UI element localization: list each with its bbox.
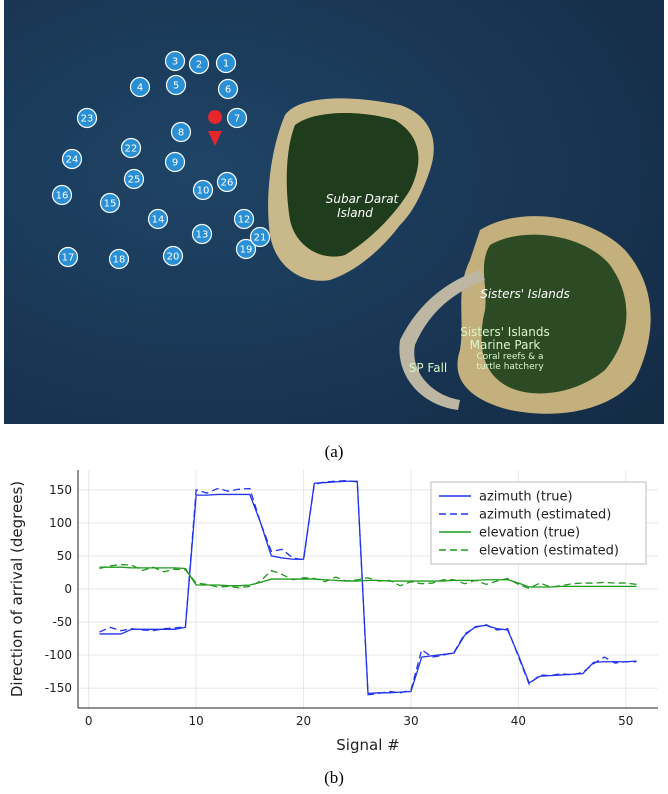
- caption: (b): [324, 768, 344, 787]
- marker-label: 23: [81, 114, 94, 125]
- map-label: Sisters' Islands: [460, 325, 550, 339]
- marker-label: 13: [196, 230, 209, 241]
- legend-label: azimuth (estimated): [479, 508, 611, 523]
- marker-label: 9: [172, 158, 178, 169]
- marker-label: 21: [254, 233, 267, 244]
- y-tick-label: -150: [45, 681, 72, 695]
- marker-label: 5: [173, 81, 179, 92]
- y-tick-label: -100: [45, 648, 72, 662]
- map-label: Subar Darat: [326, 192, 400, 206]
- legend-label: elevation (true): [479, 526, 580, 541]
- legend-label: azimuth (true): [479, 490, 573, 505]
- y-tick-label: -50: [52, 615, 72, 629]
- marker-label: 3: [172, 57, 178, 68]
- x-tick-label: 10: [189, 714, 204, 728]
- marker-label: 20: [167, 252, 180, 263]
- marker-label: 22: [125, 144, 138, 155]
- legend-label: elevation (estimated): [479, 544, 619, 559]
- x-tick-label: 0: [85, 714, 93, 728]
- marker-label: 18: [113, 255, 126, 266]
- marker-label: 1: [223, 59, 229, 70]
- series-line: [99, 567, 636, 587]
- figure: 1234567891012131415161718192021222324252…: [0, 0, 668, 794]
- marker-label: 10: [197, 186, 210, 197]
- marker-label: 6: [225, 85, 231, 96]
- marker-label: 12: [238, 215, 251, 226]
- map-label: Marine Park: [470, 338, 541, 352]
- map-label: Coral reefs & a: [476, 352, 543, 362]
- y-axis-label: Direction of arrival (degrees): [8, 481, 26, 697]
- y-tick-label: 100: [49, 516, 72, 530]
- marker-label: 7: [234, 114, 240, 125]
- marker-label: 26: [221, 178, 234, 189]
- x-tick-label: 50: [618, 714, 633, 728]
- map-label: SP Fall: [409, 361, 448, 375]
- marker-label: 19: [240, 245, 253, 256]
- y-tick-label: 150: [49, 483, 72, 497]
- x-axis-label: Signal #: [336, 736, 399, 754]
- marker-label: 2: [196, 60, 202, 71]
- marker-label: 14: [152, 215, 165, 226]
- map-label: turtle hatchery: [476, 362, 544, 372]
- marker-label: 15: [104, 199, 117, 210]
- y-tick-label: 50: [57, 549, 72, 563]
- marker-label: 4: [137, 83, 143, 94]
- map-label: Island: [337, 206, 373, 220]
- marker-label: 25: [128, 175, 141, 186]
- x-tick-label: 20: [296, 714, 311, 728]
- marker-label: 17: [62, 253, 75, 264]
- x-tick-label: 30: [403, 714, 418, 728]
- map-label: Sisters' Islands: [480, 287, 570, 301]
- marker-label: 16: [56, 191, 69, 202]
- x-tick-label: 40: [511, 714, 526, 728]
- caption: (a): [325, 442, 344, 461]
- y-tick-label: 0: [64, 582, 72, 596]
- marker-label: 8: [178, 128, 184, 139]
- marker-label: 24: [66, 155, 79, 166]
